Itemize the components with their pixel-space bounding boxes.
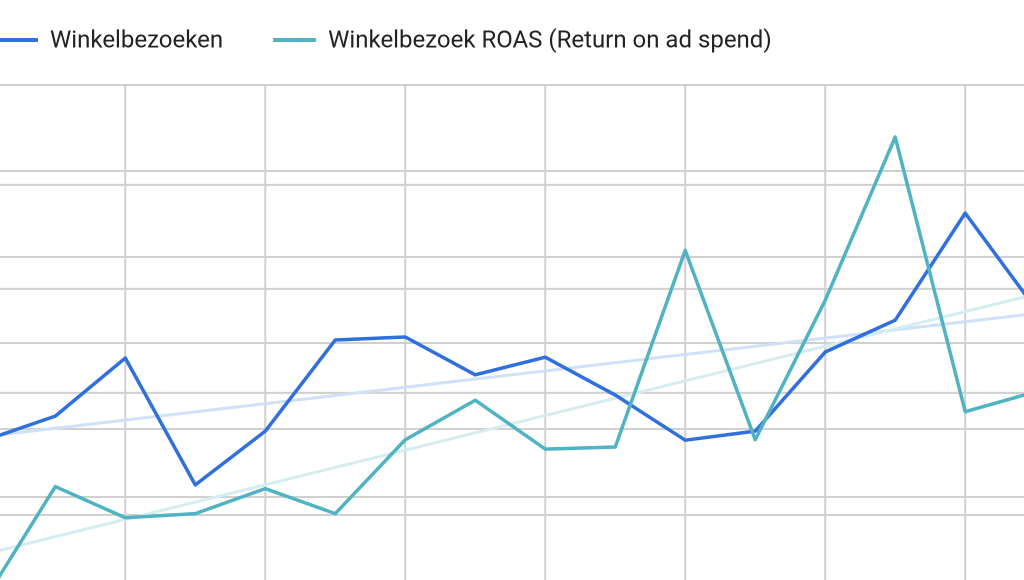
legend-background [0,0,1024,82]
series-line [0,211,1024,487]
legend-label: Winkelbezoeken [50,25,223,53]
series-line [0,135,1024,579]
legend-label: Winkelbezoek ROAS (Return on ad spend) [328,25,772,53]
trend-line [0,295,1024,552]
trend-line [0,313,1024,437]
